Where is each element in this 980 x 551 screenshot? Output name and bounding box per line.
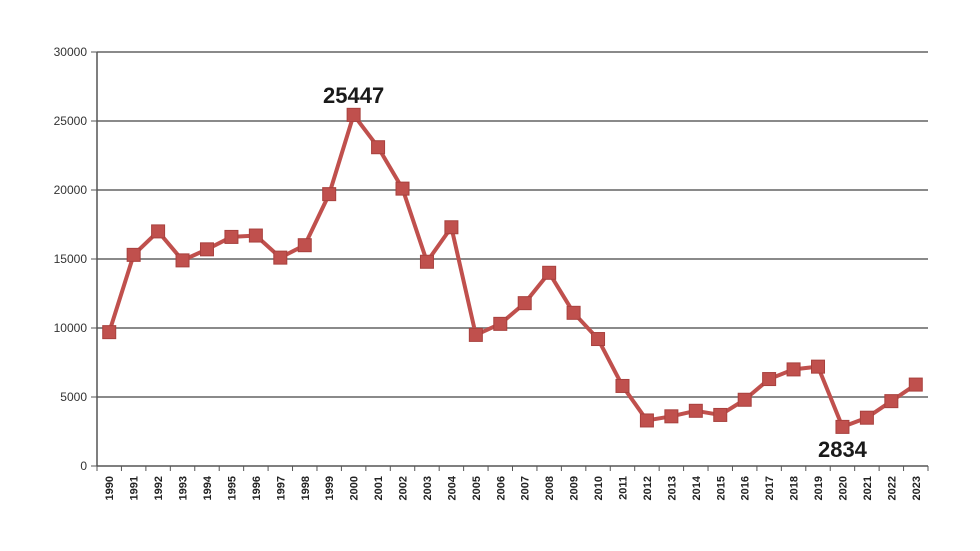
data-point xyxy=(224,229,239,244)
y-tick-label: 10000 xyxy=(54,321,88,335)
data-point xyxy=(615,378,630,393)
x-tick-label: 2016 xyxy=(740,476,752,500)
data-point xyxy=(664,409,679,424)
data-point xyxy=(273,250,288,265)
data-point xyxy=(126,247,141,262)
x-tick-label: 2006 xyxy=(495,476,507,500)
x-tick-label: 2011 xyxy=(617,476,629,500)
data-point xyxy=(371,140,386,155)
data-point xyxy=(102,325,117,340)
gridlines xyxy=(97,51,928,398)
x-tick-label: 1999 xyxy=(324,476,336,500)
data-point xyxy=(542,265,557,280)
data-point xyxy=(884,394,899,409)
x-tick-label: 1992 xyxy=(153,476,165,500)
data-point xyxy=(346,107,361,122)
x-tick-label: 2000 xyxy=(349,476,361,500)
data-point xyxy=(859,410,874,425)
series xyxy=(102,107,923,434)
data-point xyxy=(468,327,483,342)
x-tick-label: 1998 xyxy=(300,476,312,500)
y-tick-label: 30000 xyxy=(54,45,88,59)
data-point xyxy=(419,254,434,269)
x-tick-label: 2005 xyxy=(471,476,483,500)
data-point xyxy=(713,407,728,422)
x-tick-label: 2009 xyxy=(569,476,581,500)
y-tick-label: 20000 xyxy=(54,183,88,197)
x-tick-label: 2018 xyxy=(789,476,801,500)
y-tick-label: 5000 xyxy=(60,390,87,404)
data-point xyxy=(762,372,777,387)
x-tick-label: 2012 xyxy=(642,476,654,500)
data-point xyxy=(737,392,752,407)
x-tick-label: 1993 xyxy=(178,476,190,500)
x-tick-label: 2003 xyxy=(422,476,434,500)
data-point xyxy=(493,316,508,331)
x-tick-label: 1995 xyxy=(226,476,238,500)
data-point xyxy=(175,253,190,268)
annotations: 25447 2834 xyxy=(323,83,868,462)
data-point xyxy=(591,332,606,347)
y-tick-label: 0 xyxy=(80,459,87,473)
x-tick-label: 2021 xyxy=(862,476,874,500)
x-tick-label: 2010 xyxy=(593,476,605,500)
x-tick-label: 2019 xyxy=(813,476,825,500)
data-point xyxy=(566,305,581,320)
x-tick-label: 2022 xyxy=(886,476,898,500)
x-tick-label: 2020 xyxy=(837,476,849,500)
data-point xyxy=(811,359,826,374)
data-point xyxy=(444,220,459,235)
x-tick-label: 1997 xyxy=(275,476,287,500)
x-tick-label: 2002 xyxy=(398,476,410,500)
annotation-label: 25447 xyxy=(323,83,384,108)
data-point xyxy=(151,224,166,239)
x-tick-label: 2015 xyxy=(715,476,727,500)
x-tick-label: 1994 xyxy=(202,475,214,500)
x-tick-label: 1996 xyxy=(251,476,263,500)
data-point xyxy=(248,228,263,243)
data-point xyxy=(688,403,703,418)
series-line xyxy=(107,112,917,429)
data-point xyxy=(517,296,532,311)
x-tick-label: 2014 xyxy=(691,475,703,500)
data-point xyxy=(199,242,214,257)
data-point xyxy=(297,238,312,253)
x-tick-label: 2004 xyxy=(446,475,458,500)
x-axis: 1990 1991 1992 1993 1994 1995 1996 1997 1998 1999… xyxy=(96,465,929,500)
data-point xyxy=(639,413,654,428)
y-tick-label: 25000 xyxy=(54,114,88,128)
data-point xyxy=(322,187,337,202)
x-tick-label: 1991 xyxy=(129,476,141,500)
x-tick-label: 2017 xyxy=(764,476,776,500)
y-tick-label: 15000 xyxy=(54,252,88,266)
x-tick-label: 2023 xyxy=(911,476,923,500)
x-tick-label: 2007 xyxy=(520,476,532,500)
x-tick-label: 2008 xyxy=(544,476,556,500)
x-tick-label: 1990 xyxy=(104,476,116,500)
data-point xyxy=(786,362,801,377)
data-point xyxy=(395,181,410,196)
data-point xyxy=(908,377,923,392)
y-axis: 0 5000 10000 15000 20000 25000 30000 xyxy=(54,45,98,473)
data-point xyxy=(835,419,850,434)
x-tick-label: 2013 xyxy=(666,476,678,500)
annotation-label: 2834 xyxy=(818,437,868,462)
x-tick-label: 2001 xyxy=(373,476,385,500)
